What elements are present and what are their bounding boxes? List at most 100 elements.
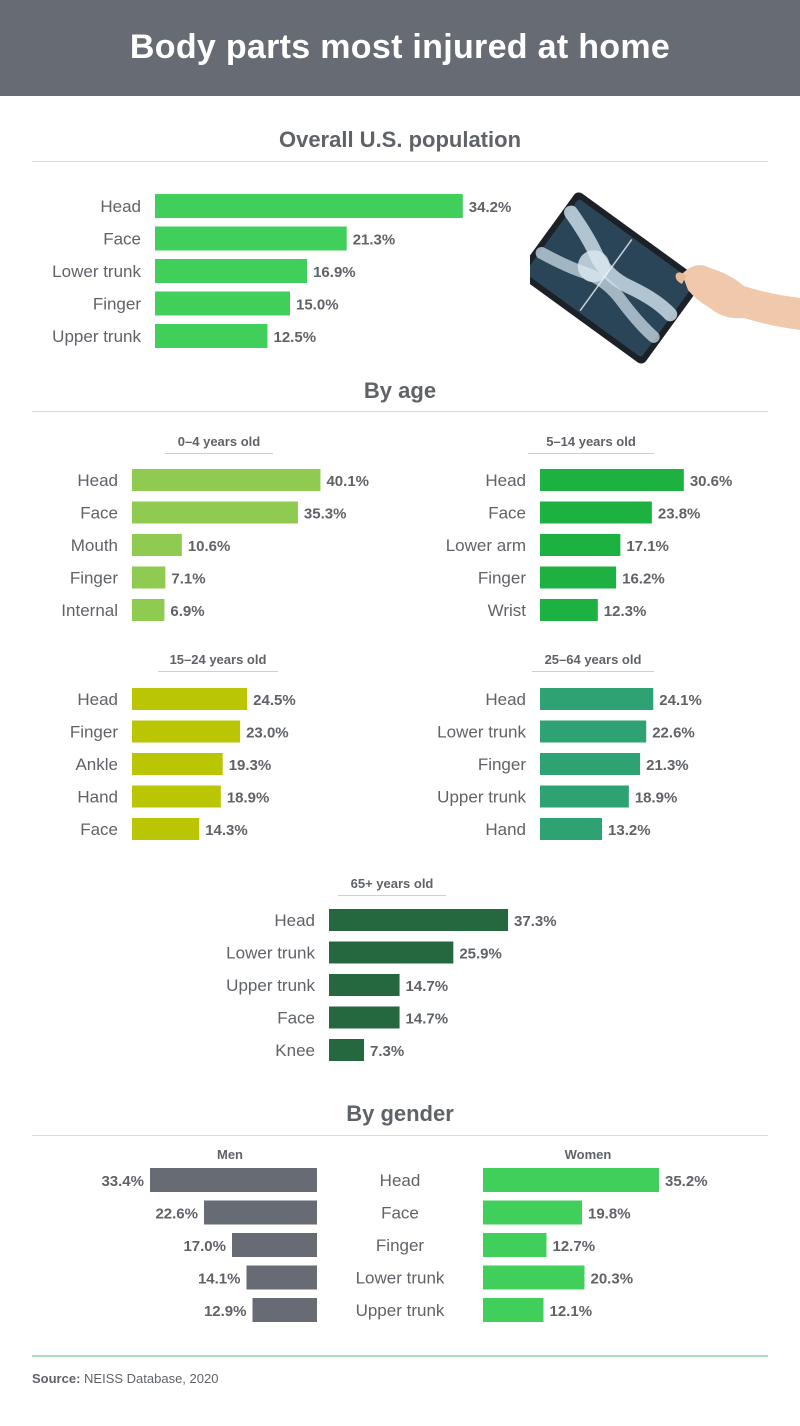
age-15-24-category-label: Hand	[77, 788, 118, 807]
overall-category-label: Head	[100, 197, 141, 216]
age-5-14-bar	[540, 469, 684, 491]
age-65-plus-category-label: Face	[277, 1009, 315, 1028]
age-65-plus-category-label: Head	[274, 911, 315, 930]
age-0-4-category-label: Internal	[61, 601, 118, 620]
age-5-14-bar	[540, 501, 652, 524]
group-label-women: Women	[564, 1147, 612, 1162]
men-bar	[204, 1200, 317, 1225]
divider-age	[32, 411, 768, 412]
overall-bar	[155, 194, 463, 218]
women-value-label: 12.1%	[550, 1303, 593, 1320]
source-note: Source: NEISS Database, 2020	[32, 1371, 219, 1386]
group-label-25-64: 25–64 years old	[532, 652, 654, 672]
age-65-plus-bar	[329, 1006, 400, 1029]
divider-overall	[32, 161, 768, 162]
women-value-label: 12.7%	[553, 1238, 596, 1255]
age-0-4-value-label: 40.1%	[326, 473, 369, 490]
age-0-4-value-label: 35.3%	[304, 506, 347, 523]
overall-category-label: Lower trunk	[52, 262, 141, 281]
divider-footer	[32, 1355, 768, 1357]
age-5-14-bar	[540, 534, 621, 556]
gender-category-label: Face	[381, 1204, 419, 1223]
age-65-plus-bar	[329, 941, 454, 964]
age-65-plus-category-label: Lower trunk	[226, 944, 315, 963]
overall-category-label: Face	[103, 230, 141, 249]
age-25-64-value-label: 13.2%	[608, 822, 651, 839]
age-0-4-category-label: Head	[77, 471, 118, 490]
age-65-plus-value-label: 14.7%	[406, 978, 449, 995]
age-0-4-bar	[132, 469, 321, 491]
age-0-4-bar	[132, 534, 182, 556]
age-65-plus-bar	[329, 974, 400, 996]
gender-category-label: Lower trunk	[356, 1269, 445, 1288]
group-label-15-24: 15–24 years old	[158, 652, 278, 672]
age-15-24-category-label: Ankle	[75, 755, 118, 774]
page-title: Body parts most injured at home	[129, 28, 671, 66]
women-bar	[483, 1298, 544, 1322]
age-65-plus-value-label: 37.3%	[514, 913, 557, 930]
men-bar	[246, 1265, 317, 1290]
age-0-4-value-label: 6.9%	[170, 603, 204, 620]
age-15-24-category-label: Head	[77, 690, 118, 709]
age-5-14-value-label: 30.6%	[690, 473, 733, 490]
age-15-24-category-label: Face	[80, 820, 118, 839]
age-15-24-category-label: Finger	[70, 723, 119, 742]
men-value-label: 17.0%	[183, 1238, 226, 1255]
age-25-64-value-label: 22.6%	[652, 725, 695, 742]
age-65-plus-value-label: 7.3%	[370, 1043, 404, 1060]
age-65-plus-bar	[329, 1039, 365, 1061]
section-title-overall: Overall U.S. population	[278, 127, 522, 152]
women-bar	[483, 1200, 582, 1225]
women-value-label: 19.8%	[588, 1206, 631, 1223]
xray-illustration	[518, 190, 800, 370]
age-25-64-category-label: Head	[485, 690, 526, 709]
age-65-plus-value-label: 25.9%	[459, 946, 502, 963]
group-label-65-plus: 65+ years old	[338, 876, 446, 896]
age-0-4-bar	[132, 599, 165, 621]
age-5-14-value-label: 17.1%	[626, 538, 669, 555]
age-5-14-value-label: 23.8%	[658, 506, 701, 523]
overall-value-label: 15.0%	[296, 297, 339, 314]
women-bar	[483, 1168, 659, 1192]
age-5-14-value-label: 16.2%	[622, 571, 665, 588]
age-25-64-bar	[540, 720, 647, 743]
men-value-label: 12.9%	[204, 1303, 247, 1320]
men-bar	[150, 1168, 317, 1192]
overall-bar	[155, 259, 308, 283]
age-65-plus-category-label: Upper trunk	[226, 976, 315, 995]
age-25-64-bar	[540, 785, 629, 808]
group-label-5-14: 5–14 years old	[528, 434, 654, 454]
gender-category-label: Upper trunk	[356, 1301, 445, 1320]
age-15-24-bar	[132, 688, 248, 710]
age-65-plus-value-label: 14.7%	[406, 1011, 449, 1028]
section-title-age: By age	[363, 378, 437, 403]
overall-category-label: Finger	[93, 295, 142, 314]
age-0-4-bar	[132, 501, 298, 524]
age-15-24-value-label: 23.0%	[246, 725, 289, 742]
overall-value-label: 12.5%	[274, 329, 317, 346]
overall-bar	[155, 291, 290, 316]
age-5-14-value-label: 12.3%	[604, 603, 647, 620]
age-15-24-bar	[132, 720, 241, 743]
overall-value-label: 16.9%	[313, 264, 356, 281]
men-bar	[252, 1298, 317, 1322]
men-value-label: 22.6%	[155, 1206, 198, 1223]
overall-category-label: Upper trunk	[52, 327, 141, 346]
men-value-label: 14.1%	[198, 1271, 241, 1288]
men-value-label: 33.4%	[101, 1173, 144, 1190]
age-25-64-value-label: 24.1%	[659, 692, 702, 709]
divider-gender	[32, 1135, 768, 1136]
group-label-0-4: 0–4 years old	[165, 434, 273, 454]
age-15-24-value-label: 19.3%	[229, 757, 272, 774]
age-5-14-bar	[540, 566, 617, 589]
gender-category-label: Finger	[376, 1236, 425, 1255]
age-25-64-bar	[540, 688, 654, 710]
age-15-24-bar	[132, 753, 223, 775]
age-5-14-bar	[540, 599, 598, 621]
women-value-label: 35.2%	[665, 1173, 708, 1190]
age-65-plus-bar	[329, 909, 509, 931]
age-5-14-category-label: Finger	[478, 569, 527, 588]
age-5-14-category-label: Head	[485, 471, 526, 490]
age-15-24-bar	[132, 785, 221, 808]
